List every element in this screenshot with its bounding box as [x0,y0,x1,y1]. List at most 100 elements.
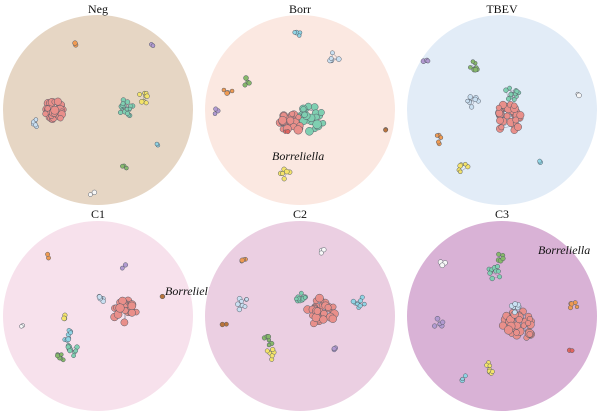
network-node-teal [310,103,319,111]
panel-c3-nodes [432,251,580,384]
network-node-pink [293,125,303,135]
network-node-teal [312,119,322,129]
network-node-lightblue [512,309,518,315]
network-node-cyan [460,376,465,382]
network-node-pink [120,318,129,327]
network-node-cyan [357,303,363,309]
network-node-lightblue [236,306,243,313]
network-node-teal [301,111,308,118]
network-node-purple [440,319,446,325]
network-node-green [266,342,272,348]
network-node-green [472,67,479,73]
network-node-yellow [61,315,67,322]
network-node-teal [505,96,512,102]
network-node-pink [319,315,328,324]
network-node-pink [127,301,137,311]
network-node-orange [239,257,245,263]
panel-tbev: TBEV [407,2,597,205]
panel-c3-disc [407,221,597,411]
network-node-yellow [143,100,149,106]
network-node-lightblue [465,98,470,104]
network-node-teal [508,91,514,97]
network-node-lightblue [467,94,473,100]
network-node-lightblue [512,301,518,307]
network-node-green [246,80,252,86]
network-node-pink [315,293,324,303]
network-node-orange [229,88,235,94]
network-node-cyan [463,373,468,379]
panel-borr-nodes [212,29,389,182]
network-node-orange [434,133,440,138]
network-node-green [470,59,476,64]
network-node-pink [42,110,49,117]
panel-neg-title: Neg [88,2,108,16]
network-node-teal [67,348,73,354]
network-node-brown [219,321,226,328]
network-node-yellow [269,353,275,359]
network-node-orange [438,135,444,140]
network-node-pink [295,114,302,121]
panel-c2-network [219,247,367,362]
network-node-white [19,324,24,329]
network-node-pink [311,313,321,323]
network-node-red [285,129,291,135]
panel-borr-network [212,29,389,182]
panel-c2-nodes [219,247,367,362]
network-node-pink [50,105,60,115]
network-node-yellow [144,93,150,99]
network-node-yellow [137,91,143,97]
network-node-purple [212,111,218,116]
panel-c3: C3 Borreliella [407,207,597,411]
panel-borr-title: Borr [289,2,311,16]
network-node-cyan [358,298,363,304]
network-node-yellow [457,163,463,169]
network-node-pink [525,320,532,327]
network-node-teal [302,295,308,300]
network-node-teal [487,270,493,276]
network-node-purple [331,346,337,352]
panel-c2-disc [205,221,395,411]
network-node-yellow [281,176,287,182]
network-node-pink [328,314,337,323]
network-node-pink [128,308,136,317]
network-node-teal [305,127,314,136]
network-node-orange [436,139,441,145]
network-node-lightblue [328,56,334,61]
network-node-pink [278,115,287,125]
network-node-orange [224,90,230,96]
network-node-green [55,353,60,359]
network-node-white [321,247,327,253]
panel-tbev-title: TBEV [486,2,518,16]
panel-c1-disc [3,221,193,411]
panel-c1-annotation: Borreliella [165,284,217,298]
network-node-pink [324,304,332,311]
network-node-pink [313,307,322,315]
network-node-pink [495,104,502,111]
network-node-pink [115,303,125,313]
network-node-orange [72,40,78,46]
network-node-green [496,251,502,257]
network-node-lightblue [469,104,475,110]
network-node-pink [512,116,520,124]
network-node-purple [122,262,129,268]
network-node-teal [489,275,495,282]
network-node-red [569,348,575,353]
panel-c2: C2 [205,207,395,411]
network-node-teal [300,106,307,113]
network-node-pink [503,325,514,335]
network-node-lightblue [336,56,342,62]
network-node-purple [150,43,156,48]
panel-tbev-nodes [420,57,582,175]
network-node-teal [514,88,520,94]
panel-c3-annotation: Borreliella [538,243,590,257]
network-node-lightblue [96,294,103,300]
network-node-pink [513,329,520,336]
network-node-cyan [362,301,367,307]
network-node-orange [574,304,580,310]
panel-c3-title: C3 [495,207,509,221]
network-node-orange [572,300,578,305]
network-node-teal [124,99,131,105]
network-node-teal [124,111,130,116]
network-node-cyan [350,298,357,305]
